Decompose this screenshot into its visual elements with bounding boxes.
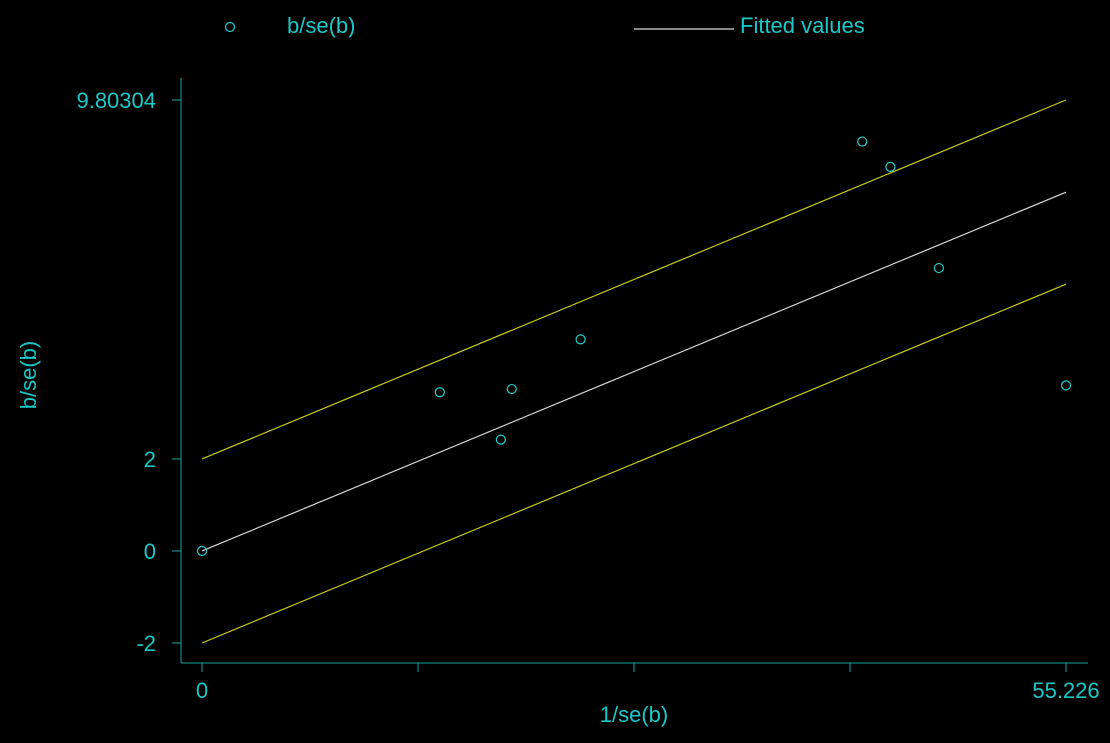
data-point <box>575 334 586 345</box>
confidence-bound-line <box>201 283 1067 644</box>
data-point <box>933 262 944 274</box>
x-tick-label: 0 <box>196 678 208 703</box>
legend-label-points: b/se(b) <box>287 13 355 38</box>
y-tick-label: 0 <box>144 539 156 564</box>
y-tick-label: 9.80304 <box>76 88 156 113</box>
x-axis-title: 1/se(b) <box>600 702 668 727</box>
x-axis-ticks: 0 55.226 <box>196 663 1100 703</box>
y-tick-label: -2 <box>136 631 156 656</box>
plot-lines <box>201 99 1067 644</box>
legend: b/se(b) Fitted values <box>224 13 865 38</box>
data-point <box>1060 380 1072 391</box>
data-point <box>196 545 208 557</box>
data-point <box>506 383 517 395</box>
data-point <box>434 387 445 398</box>
data-point <box>495 434 506 445</box>
legend-label-fitted: Fitted values <box>740 13 865 38</box>
data-point <box>885 161 896 172</box>
y-axis-title: b/se(b) <box>16 341 41 409</box>
confidence-bound-line <box>201 99 1067 460</box>
data-point <box>857 136 868 147</box>
y-axis-ticks: 9.80304 2 0 -2 <box>76 88 181 656</box>
x-tick-label: 55.226 <box>1032 678 1099 703</box>
scatter-points <box>196 136 1072 557</box>
axes: 9.80304 2 0 -2 0 55.226 <box>76 78 1100 703</box>
y-tick-label: 2 <box>144 447 156 472</box>
fitted-values-line <box>201 191 1067 552</box>
legend-marker-circle-icon <box>224 21 236 33</box>
